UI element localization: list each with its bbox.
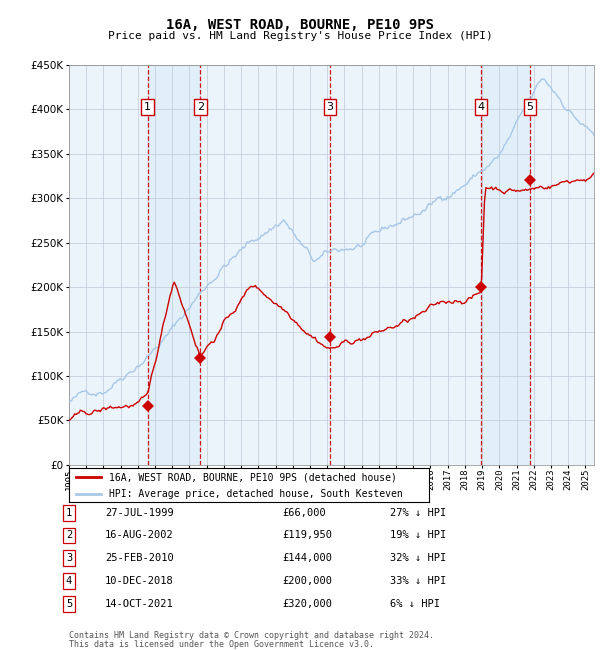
Text: 3: 3 (326, 102, 333, 112)
Text: 4: 4 (478, 102, 485, 112)
Text: £200,000: £200,000 (282, 576, 332, 586)
Text: 4: 4 (66, 576, 72, 586)
Text: £144,000: £144,000 (282, 553, 332, 563)
Text: 32% ↓ HPI: 32% ↓ HPI (390, 553, 446, 563)
Bar (148, 65, 200, 465)
Text: 6% ↓ HPI: 6% ↓ HPI (390, 599, 440, 608)
Text: 16A, WEST ROAD, BOURNE, PE10 9PS (detached house): 16A, WEST ROAD, BOURNE, PE10 9PS (detach… (109, 473, 397, 482)
Text: Contains HM Land Registry data © Crown copyright and database right 2024.: Contains HM Land Registry data © Crown c… (69, 631, 434, 640)
Text: 27-JUL-1999: 27-JUL-1999 (105, 508, 174, 517)
Text: 16A, WEST ROAD, BOURNE, PE10 9PS: 16A, WEST ROAD, BOURNE, PE10 9PS (166, 18, 434, 32)
Text: £119,950: £119,950 (282, 530, 332, 540)
Text: This data is licensed under the Open Government Licence v3.0.: This data is licensed under the Open Gov… (69, 640, 374, 649)
Text: 2: 2 (66, 530, 72, 540)
Text: 1: 1 (144, 102, 151, 112)
Text: 19% ↓ HPI: 19% ↓ HPI (390, 530, 446, 540)
Text: 5: 5 (66, 599, 72, 608)
Text: 14-OCT-2021: 14-OCT-2021 (105, 599, 174, 608)
Text: 5: 5 (527, 102, 533, 112)
Text: 27% ↓ HPI: 27% ↓ HPI (390, 508, 446, 517)
Text: Price paid vs. HM Land Registry's House Price Index (HPI): Price paid vs. HM Land Registry's House … (107, 31, 493, 40)
Text: 3: 3 (66, 553, 72, 563)
Text: 10-DEC-2018: 10-DEC-2018 (105, 576, 174, 586)
Text: 25-FEB-2010: 25-FEB-2010 (105, 553, 174, 563)
Text: £320,000: £320,000 (282, 599, 332, 608)
Bar (481, 65, 530, 465)
Text: 16-AUG-2002: 16-AUG-2002 (105, 530, 174, 540)
Text: £66,000: £66,000 (282, 508, 326, 517)
Text: 33% ↓ HPI: 33% ↓ HPI (390, 576, 446, 586)
Text: 2: 2 (197, 102, 204, 112)
Text: HPI: Average price, detached house, South Kesteven: HPI: Average price, detached house, Sout… (109, 489, 403, 499)
Text: 1: 1 (66, 508, 72, 517)
